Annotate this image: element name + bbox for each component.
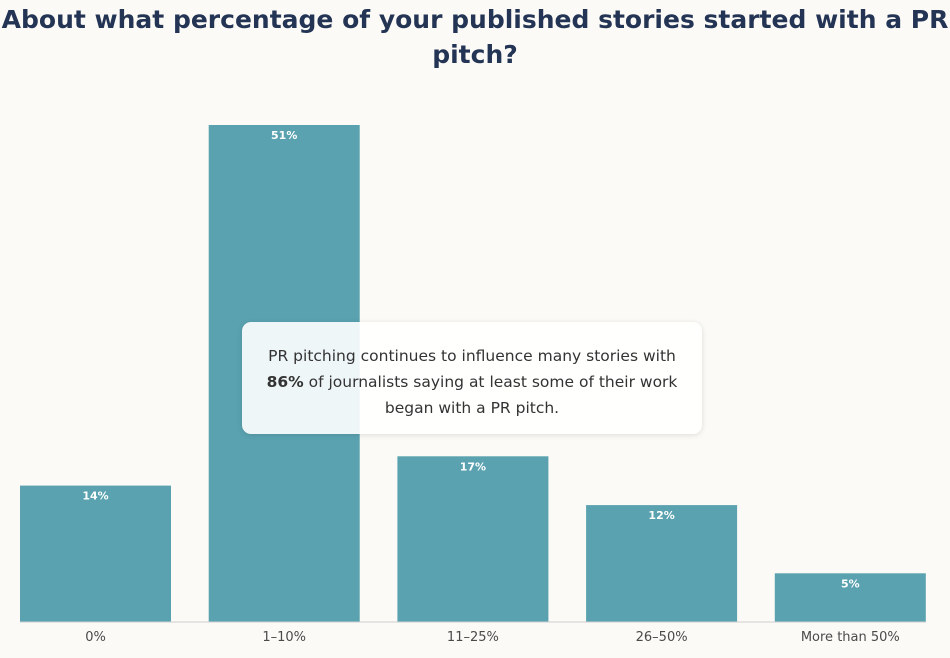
tick-label-2: 11–25% [447,630,499,645]
bar-0 [20,485,171,622]
chart-title: About what percentage of your published … [1,5,949,69]
data-label-2: 17% [460,460,486,473]
tick-label-3: 26–50% [636,630,688,645]
x-tick-labels: 0% 1–10% 11–25% 26–50% More than 50% [85,630,900,645]
data-label-3: 12% [648,509,674,522]
tick-label-1: 1–10% [262,630,306,645]
callout-text-after: of journalists saying at least some of t… [308,373,678,417]
data-label-0: 14% [82,490,108,503]
data-label-1: 51% [271,129,297,142]
callout-highlight: 86% [266,373,304,391]
tick-label-0: 0% [85,630,106,645]
callout-text-before: PR pitching continues to influence many … [268,347,676,365]
callout-box: PR pitching continues to influence many … [242,322,702,434]
data-label-4: 5% [841,577,860,590]
bar-3 [586,505,738,622]
tick-label-4: More than 50% [801,630,900,645]
bar-2 [397,456,549,622]
bar-4 [774,573,926,622]
